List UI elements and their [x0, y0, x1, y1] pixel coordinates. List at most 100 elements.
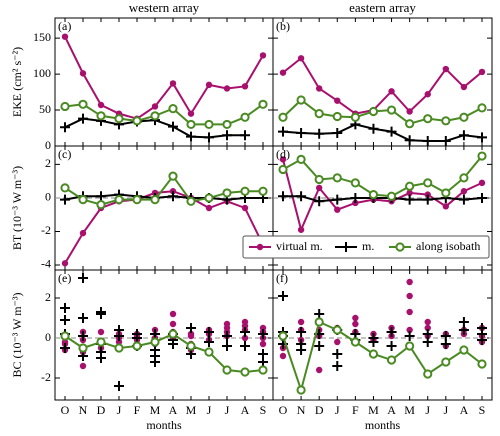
plus-marker — [96, 309, 106, 319]
plus-marker — [458, 130, 469, 141]
x-tick-label: A — [387, 403, 396, 417]
dot-marker — [279, 156, 287, 163]
dot-marker — [297, 318, 305, 326]
plus-marker — [477, 132, 487, 143]
plus-marker — [78, 313, 88, 323]
dot-marker — [205, 81, 213, 89]
plus-marker — [422, 135, 433, 146]
x-tick-label: A — [241, 403, 250, 417]
ring-marker — [240, 367, 250, 377]
plus-marker — [350, 192, 361, 203]
panel-label: (a) — [58, 19, 71, 33]
x-tick-label: O — [61, 403, 70, 417]
dot-marker — [406, 108, 413, 115]
dot-marker — [241, 83, 249, 90]
dot-marker — [406, 292, 413, 300]
dot-marker — [279, 352, 287, 360]
dot-marker — [334, 338, 341, 346]
ring-marker — [204, 119, 214, 130]
ring-marker — [332, 111, 342, 122]
ring-marker — [395, 242, 405, 252]
plus-marker — [341, 242, 351, 252]
x-tick-label: S — [479, 403, 486, 417]
x-tick-label: M — [368, 403, 379, 417]
y-tick-label: 50 — [39, 102, 51, 116]
ring-marker — [114, 195, 124, 205]
dot-marker — [442, 203, 450, 210]
dot-marker — [315, 366, 323, 374]
plus-marker — [258, 329, 268, 339]
plus-marker — [60, 315, 70, 325]
ring-marker — [405, 181, 415, 191]
ring-marker — [114, 114, 124, 124]
ring-marker — [168, 329, 178, 339]
panel-frame — [54, 145, 274, 271]
dot-marker — [424, 191, 431, 198]
dot-marker — [424, 91, 431, 98]
dot-marker — [352, 314, 359, 322]
plus-marker — [60, 122, 70, 133]
plus-marker — [422, 194, 433, 205]
dot-marker — [297, 226, 305, 233]
dot-marker — [97, 101, 105, 109]
dot-marker — [442, 65, 450, 73]
dot-marker — [315, 184, 323, 192]
ring-marker — [423, 369, 433, 379]
dot-marker — [241, 334, 249, 342]
series-line — [64, 190, 264, 264]
x-tick-label: D — [97, 403, 106, 417]
ring-marker — [240, 112, 250, 122]
x-tick-label: F — [134, 403, 141, 417]
ring-marker — [368, 349, 379, 359]
dot-marker — [169, 80, 177, 87]
panel-label: (f) — [276, 271, 288, 285]
plus-marker — [150, 329, 160, 339]
x-tick-label: O — [279, 403, 288, 417]
ring-marker — [477, 151, 487, 161]
plus-marker — [78, 273, 88, 283]
dot-marker — [352, 199, 359, 207]
dot-marker — [169, 310, 177, 318]
y-axis-label: BT (10⁻³ W m⁻³) — [10, 166, 24, 250]
legend-label: virtual m. — [276, 239, 323, 253]
ring-marker — [132, 116, 142, 126]
panel-frame — [272, 269, 493, 401]
ring-marker — [60, 183, 70, 193]
ring-marker — [96, 337, 106, 347]
ring-marker — [296, 95, 306, 105]
dot-marker — [259, 52, 267, 59]
x-axis-label: months — [146, 418, 182, 432]
plus-marker — [186, 131, 196, 142]
ring-marker — [204, 193, 214, 203]
y-axis-label: EKE (cm² s⁻²) — [10, 47, 24, 117]
plus-marker — [314, 309, 325, 319]
dot-marker — [478, 68, 486, 76]
dot-marker — [460, 83, 468, 91]
ring-marker — [96, 200, 106, 210]
plus-marker — [368, 123, 379, 134]
ring-marker — [314, 109, 324, 119]
legend-label: m. — [362, 239, 374, 253]
x-tick-label: J — [225, 403, 230, 417]
dot-marker — [223, 320, 231, 328]
y-tick-label: 0 — [45, 330, 51, 344]
plus-marker — [314, 341, 325, 351]
series-line — [282, 123, 483, 142]
plus-marker — [258, 357, 268, 367]
plus-marker — [404, 194, 415, 205]
plus-marker — [60, 194, 70, 205]
series-line — [64, 36, 264, 120]
ring-marker — [441, 188, 451, 198]
ring-marker — [204, 347, 214, 357]
ring-marker — [423, 178, 433, 188]
plus-marker — [222, 130, 232, 141]
dot-marker — [334, 206, 341, 213]
dot-marker — [187, 110, 195, 117]
plus-marker — [332, 194, 343, 205]
ring-marker — [186, 119, 196, 130]
y-axis-label: BC (10⁻³ W m⁻³) — [10, 292, 24, 377]
y-tick-label: 2 — [45, 290, 51, 304]
ring-marker — [60, 331, 70, 341]
series-line — [282, 56, 483, 115]
plus-marker — [240, 327, 250, 337]
